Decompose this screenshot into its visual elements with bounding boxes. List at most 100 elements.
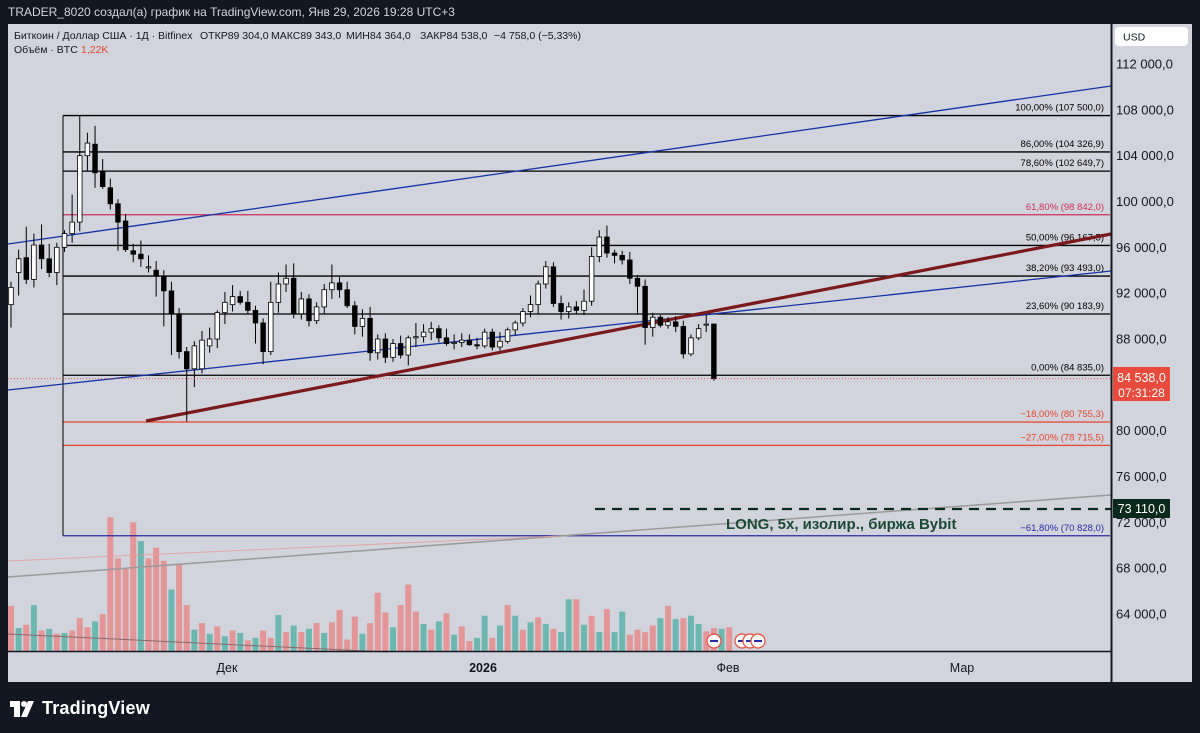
candle bbox=[199, 330, 205, 374]
candle bbox=[703, 314, 709, 333]
candle bbox=[153, 261, 159, 297]
candle bbox=[61, 230, 68, 252]
trend-lines[interactable] bbox=[8, 85, 1112, 653]
candle bbox=[130, 243, 136, 263]
candle-body bbox=[153, 269, 159, 277]
candle bbox=[290, 263, 297, 319]
candle bbox=[627, 251, 633, 284]
candle bbox=[38, 224, 45, 270]
candle-body bbox=[604, 236, 610, 254]
candle-body bbox=[214, 312, 220, 340]
fib-level-label: 100,00% (107 500,0) bbox=[1015, 103, 1104, 114]
candle bbox=[443, 328, 450, 346]
target-price-tag: 73 110,0 bbox=[1113, 499, 1170, 518]
candle-body bbox=[566, 306, 572, 312]
candle-body bbox=[206, 338, 213, 347]
tradingview-logo[interactable]: TradingView bbox=[10, 698, 150, 719]
volume-bar bbox=[305, 628, 312, 651]
candle-body bbox=[688, 337, 694, 355]
candle bbox=[474, 337, 480, 350]
candle bbox=[77, 115, 83, 232]
volume-bar bbox=[535, 617, 542, 651]
fib-level-label: −18,00% (80 755,3) bbox=[1020, 409, 1104, 420]
volume-bar bbox=[611, 632, 618, 651]
volume-bar bbox=[267, 637, 274, 651]
candle bbox=[222, 292, 228, 325]
candle-body bbox=[680, 325, 687, 355]
legend-open: ОТКР89 304,0 bbox=[200, 30, 269, 42]
candle bbox=[489, 328, 496, 351]
trade-annotation[interactable]: LONG, 5х, изолир., биржа Bybit bbox=[726, 516, 956, 533]
candle-body bbox=[138, 253, 144, 260]
last-price-tag: 84 538,0 07:31:28 bbox=[1113, 367, 1170, 401]
volume-bar bbox=[298, 632, 305, 651]
last-price-value: 84 538,0 bbox=[1117, 371, 1166, 385]
candle bbox=[206, 327, 213, 353]
volume-bar bbox=[489, 637, 496, 651]
candle-body bbox=[650, 316, 656, 328]
candle-body bbox=[459, 339, 465, 343]
candle bbox=[634, 274, 641, 315]
candle bbox=[436, 325, 442, 343]
candle-body bbox=[115, 203, 121, 223]
candle-body bbox=[344, 289, 350, 307]
price-tick-label: 80 000,0 bbox=[1116, 423, 1167, 438]
candle bbox=[313, 302, 320, 325]
candle-body bbox=[352, 305, 358, 327]
candle-body bbox=[283, 277, 289, 285]
fib-retracement[interactable]: 100,00% (107 500,0) 86,00% (104 326,9) 78,… bbox=[62, 103, 1110, 537]
volume-bar bbox=[252, 637, 259, 651]
fib-level-label: −61,80% (70 828,0) bbox=[1020, 523, 1104, 534]
volume-bar bbox=[687, 615, 694, 651]
time-tick-label: Фев bbox=[716, 661, 739, 675]
target-price-value: 73 110,0 bbox=[1118, 502, 1166, 516]
candle bbox=[115, 199, 121, 251]
volume-bar bbox=[726, 627, 733, 651]
candle-body bbox=[23, 257, 29, 280]
candle-body bbox=[581, 300, 587, 311]
fib-level-label: 0,00% (84 835,0) bbox=[1031, 362, 1104, 373]
volume-ma-line bbox=[8, 535, 559, 562]
currency-button[interactable]: USD bbox=[1115, 27, 1188, 46]
currency-button-label[interactable]: USD bbox=[1123, 32, 1146, 44]
candle bbox=[275, 272, 282, 313]
price-axis[interactable]: 112 000,0 108 000,0 104 000,0 100 000,0 96 0… bbox=[1116, 57, 1174, 622]
candle-body bbox=[497, 340, 503, 348]
volume-bar bbox=[558, 632, 565, 651]
time-axis[interactable]: Дек 2026 Фев Мар bbox=[217, 661, 975, 675]
candle bbox=[122, 214, 129, 252]
volume-bar bbox=[565, 599, 572, 651]
candle bbox=[466, 334, 473, 346]
volume-bar bbox=[23, 624, 30, 651]
price-tick-label: 112 000,0 bbox=[1116, 57, 1173, 72]
volume-legend-label[interactable]: Объём · BTC bbox=[14, 44, 78, 56]
volume-bar bbox=[474, 637, 481, 651]
candle bbox=[84, 132, 91, 171]
volume-bar bbox=[30, 605, 37, 651]
volume-bar bbox=[626, 634, 633, 651]
candle bbox=[420, 324, 427, 343]
candle bbox=[642, 279, 648, 345]
candle-body bbox=[260, 322, 266, 353]
candle-body bbox=[558, 303, 564, 312]
candle-body bbox=[359, 317, 366, 327]
channel-lower-line bbox=[8, 270, 1112, 391]
price-chart[interactable]: 100,00% (107 500,0) 86,00% (104 326,9) 78,… bbox=[8, 24, 1192, 682]
candle bbox=[581, 289, 587, 315]
candle bbox=[451, 334, 457, 350]
volume-bar bbox=[550, 628, 557, 651]
candle bbox=[367, 306, 373, 361]
channel-upper-line bbox=[8, 85, 1112, 245]
volume-bar bbox=[69, 630, 76, 651]
candle bbox=[611, 249, 618, 264]
chart-frame[interactable]: 100,00% (107 500,0) 86,00% (104 326,9) 78,… bbox=[8, 24, 1192, 682]
candle bbox=[8, 281, 14, 328]
attribution-text: TRADER_8020 создал(а) график на TradingV… bbox=[8, 5, 455, 19]
candle-body bbox=[61, 233, 68, 248]
candle-body bbox=[665, 321, 671, 326]
currency-button-bg[interactable] bbox=[1115, 27, 1188, 46]
candle-body bbox=[184, 351, 190, 370]
candle bbox=[145, 255, 152, 273]
legend-symbol[interactable]: Биткоин / Доллар США · 1Д · Bitfinex bbox=[14, 30, 193, 42]
candle-body bbox=[672, 321, 679, 327]
